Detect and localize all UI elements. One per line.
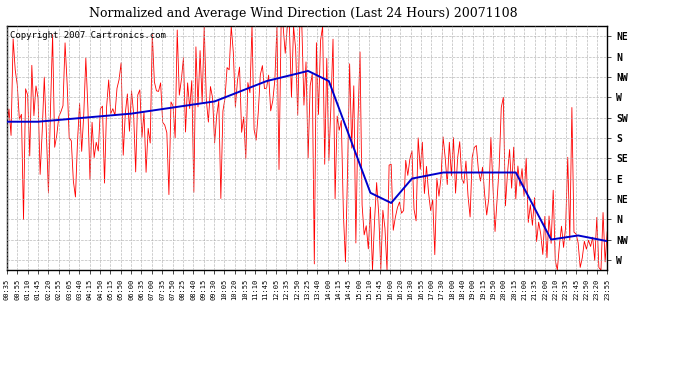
Text: Copyright 2007 Cartronics.com: Copyright 2007 Cartronics.com <box>10 31 166 40</box>
Text: Normalized and Average Wind Direction (Last 24 Hours) 20071108: Normalized and Average Wind Direction (L… <box>89 8 518 21</box>
